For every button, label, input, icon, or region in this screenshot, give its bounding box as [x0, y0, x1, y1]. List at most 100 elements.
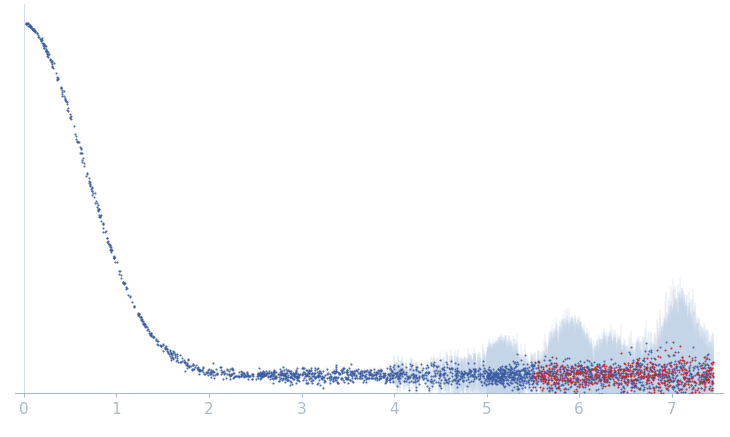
Point: [333, 370, 345, 377]
Point: [534, 372, 546, 379]
Point: [296, 371, 307, 378]
Point: [667, 368, 679, 375]
Point: [669, 366, 680, 373]
Point: [344, 376, 356, 383]
Point: [687, 372, 699, 379]
Point: [408, 373, 420, 380]
Point: [358, 373, 370, 380]
Point: [340, 369, 352, 376]
Point: [619, 379, 631, 386]
Point: [311, 368, 323, 375]
Point: [410, 375, 421, 382]
Point: [550, 370, 562, 377]
Point: [506, 374, 518, 381]
Point: [574, 357, 585, 364]
Point: [532, 374, 544, 381]
Point: [530, 373, 542, 380]
Point: [706, 384, 718, 391]
Point: [652, 392, 664, 399]
Point: [469, 368, 481, 375]
Point: [559, 371, 571, 378]
Point: [585, 376, 597, 383]
Point: [637, 374, 648, 381]
Point: [491, 368, 502, 375]
Point: [553, 377, 565, 384]
Point: [694, 377, 706, 384]
Point: [393, 374, 405, 381]
Point: [331, 362, 342, 369]
Point: [658, 360, 670, 367]
Point: [61, 101, 72, 108]
Point: [407, 361, 418, 368]
Point: [617, 382, 629, 389]
Point: [529, 373, 540, 380]
Point: [550, 383, 561, 390]
Point: [400, 364, 412, 371]
Point: [588, 376, 600, 383]
Point: [590, 364, 602, 371]
Point: [139, 323, 150, 330]
Point: [482, 369, 493, 376]
Point: [599, 366, 611, 373]
Point: [631, 375, 642, 382]
Point: [528, 372, 539, 379]
Point: [677, 361, 688, 368]
Point: [497, 373, 509, 380]
Point: [181, 360, 193, 367]
Point: [51, 76, 63, 83]
Point: [530, 375, 542, 382]
Point: [661, 361, 672, 368]
Point: [366, 373, 377, 380]
Point: [677, 388, 688, 395]
Point: [543, 369, 555, 376]
Point: [590, 375, 602, 382]
Point: [634, 385, 646, 392]
Point: [641, 375, 653, 382]
Point: [503, 382, 515, 388]
Point: [555, 368, 566, 375]
Point: [513, 381, 525, 388]
Point: [134, 311, 145, 318]
Point: [42, 53, 54, 60]
Point: [192, 366, 204, 373]
Point: [579, 382, 591, 389]
Point: [394, 370, 406, 377]
Point: [519, 366, 531, 373]
Point: [533, 364, 545, 371]
Point: [642, 374, 653, 381]
Point: [551, 384, 563, 391]
Point: [639, 370, 650, 377]
Point: [387, 378, 399, 385]
Point: [72, 137, 83, 144]
Point: [609, 371, 620, 378]
Point: [564, 371, 576, 378]
Point: [636, 373, 648, 380]
Point: [279, 375, 291, 382]
Point: [537, 375, 548, 382]
Point: [574, 365, 585, 372]
Point: [483, 375, 495, 382]
Point: [695, 376, 707, 383]
Point: [667, 351, 679, 358]
Point: [356, 375, 368, 382]
Point: [361, 379, 372, 386]
Point: [596, 380, 607, 387]
Point: [35, 36, 47, 43]
Point: [638, 371, 650, 378]
Point: [286, 371, 298, 378]
Point: [389, 373, 401, 380]
Point: [464, 378, 475, 385]
Point: [483, 366, 494, 373]
Point: [560, 388, 572, 395]
Point: [370, 370, 382, 377]
Point: [700, 368, 712, 375]
Point: [227, 370, 239, 377]
Point: [166, 350, 177, 357]
Point: [56, 90, 68, 97]
Point: [450, 379, 461, 386]
Point: [390, 370, 402, 377]
Point: [505, 376, 517, 383]
Point: [355, 375, 366, 382]
Point: [437, 370, 449, 377]
Point: [288, 371, 300, 378]
